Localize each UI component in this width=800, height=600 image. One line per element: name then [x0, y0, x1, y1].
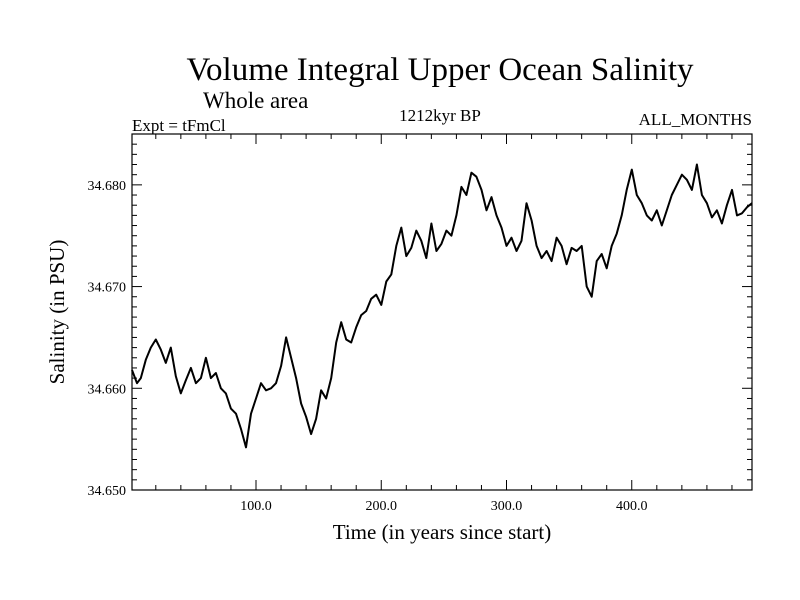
x-axis-ticks [155, 134, 733, 490]
y-axis-label: Salinity (in PSU) [45, 240, 69, 385]
y-tick-label: 34.650 [88, 484, 127, 499]
chart-subtitle: Whole area [203, 88, 308, 113]
x-tick-label: 200.0 [366, 499, 398, 514]
x-tick-label: 400.0 [616, 499, 648, 514]
experiment-label: Expt = tFmCl [132, 116, 226, 135]
salinity-series-line [131, 163, 753, 449]
season-label: ALL_MONTHS [639, 110, 752, 129]
y-tick-label: 34.680 [88, 179, 127, 194]
chart-title: Volume Integral Upper Ocean Salinity [186, 52, 694, 88]
x-tick-label: 300.0 [491, 499, 523, 514]
y-axis-tick-labels: 34.650 34.660 34.670 34.680 [88, 179, 127, 499]
y-axis-ticks [132, 143, 752, 491]
y-tick-label: 34.660 [88, 382, 127, 397]
period-label: 1212kyr BP [399, 106, 481, 125]
x-axis-label: Time (in years since start) [333, 520, 552, 544]
plot-frame [131, 133, 753, 491]
y-tick-label: 34.670 [88, 281, 127, 296]
x-axis-tick-labels: 100.0 200.0 300.0 400.0 [240, 499, 647, 514]
x-tick-label: 100.0 [240, 499, 272, 514]
